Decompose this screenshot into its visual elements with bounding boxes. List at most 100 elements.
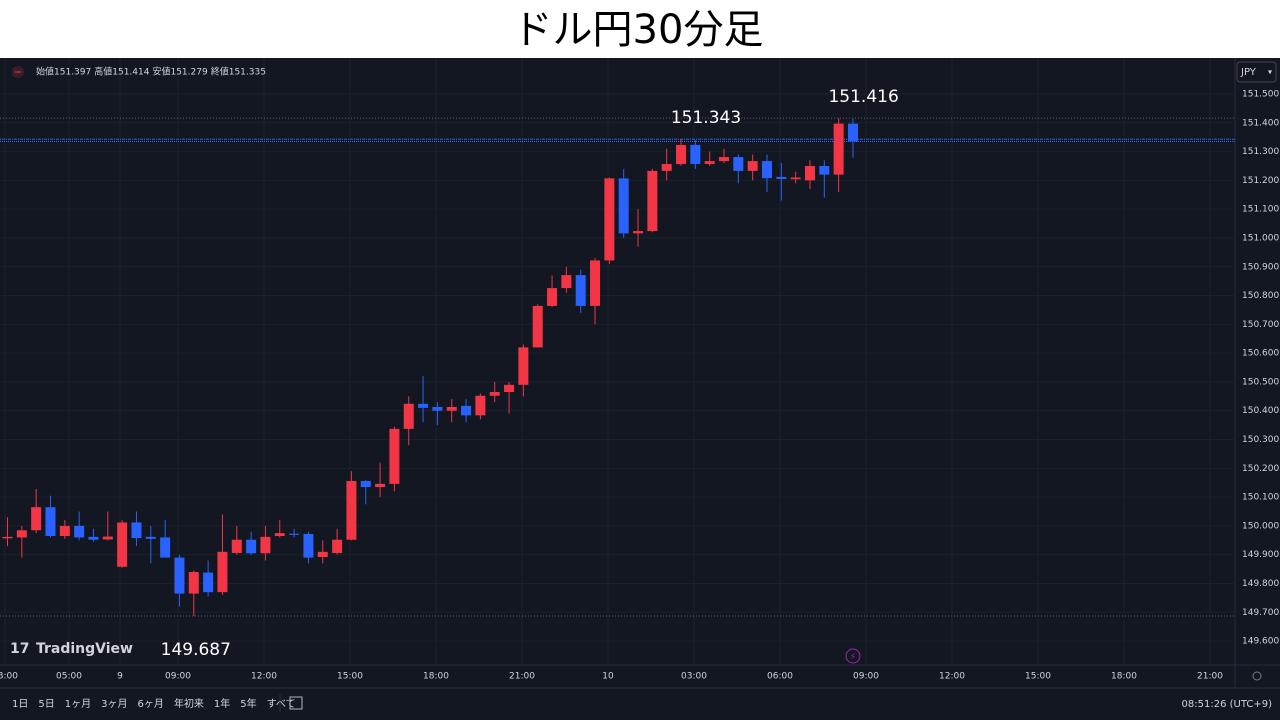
ohlc-value: 151.414 bbox=[112, 68, 149, 78]
candle-body bbox=[547, 288, 558, 306]
y-tick-label: 151.400 bbox=[1242, 118, 1279, 128]
range-button[interactable]: 5年 bbox=[240, 697, 256, 710]
x-tick-label: 05:00 bbox=[56, 672, 82, 682]
x-tick-label: 09:00 bbox=[165, 672, 191, 682]
candle-body bbox=[145, 536, 156, 539]
title-bar bbox=[0, 0, 1280, 58]
candle-body bbox=[16, 530, 27, 538]
candle-body bbox=[804, 165, 815, 181]
y-tick-label: 150.300 bbox=[1242, 435, 1279, 445]
candle-body bbox=[203, 572, 214, 593]
candle-body bbox=[317, 551, 328, 558]
candle-body bbox=[274, 533, 285, 536]
x-tick-label: 9 bbox=[117, 672, 123, 682]
x-tick-label: 10 bbox=[602, 672, 614, 682]
x-tick-label: 18:00 bbox=[423, 672, 449, 682]
event-icon-glyph: ⚡ bbox=[850, 653, 856, 663]
y-tick-label: 149.800 bbox=[1242, 579, 1279, 589]
chart-background bbox=[0, 58, 1280, 720]
candle-body bbox=[346, 480, 357, 540]
candle-body bbox=[375, 483, 386, 488]
candle-body bbox=[690, 144, 701, 164]
candle-body bbox=[532, 305, 543, 348]
candle-body bbox=[131, 522, 142, 539]
candle-body bbox=[704, 161, 715, 164]
annotation: 151.416 bbox=[828, 87, 898, 107]
x-tick-label: 09:00 bbox=[853, 672, 879, 682]
currency-box[interactable] bbox=[1236, 61, 1277, 83]
clock: 08:51:26 (UTC+9) bbox=[1182, 699, 1273, 710]
candle-body bbox=[360, 480, 371, 488]
x-tick-label: 15:00 bbox=[1025, 672, 1051, 682]
candle-body bbox=[102, 536, 113, 540]
currency[interactable]: JPY bbox=[1240, 67, 1257, 78]
candle-body bbox=[389, 428, 400, 484]
ohlc-label: 終値 bbox=[211, 66, 229, 78]
date-range-icon[interactable] bbox=[289, 696, 303, 710]
candle-body bbox=[676, 144, 687, 164]
y-tick-label: 151.000 bbox=[1242, 233, 1279, 243]
candle-body bbox=[432, 406, 443, 411]
brand-logo: 17 bbox=[10, 641, 29, 657]
y-tick-label: 151.100 bbox=[1242, 205, 1279, 215]
currency-caret: ▾ bbox=[1268, 68, 1272, 77]
candle-body bbox=[303, 533, 314, 558]
candle-body bbox=[733, 157, 744, 171]
y-tick-label: 150.900 bbox=[1242, 262, 1279, 272]
candle-body bbox=[188, 571, 199, 594]
y-tick-label: 150.600 bbox=[1242, 349, 1279, 359]
candle-body bbox=[332, 539, 343, 553]
y-tick-label: 150.700 bbox=[1242, 320, 1279, 330]
candle-body bbox=[719, 157, 729, 162]
settings-icon[interactable] bbox=[1252, 671, 1262, 681]
candle-body bbox=[504, 384, 515, 393]
candle-body bbox=[160, 537, 171, 558]
range-button[interactable]: 6ヶ月 bbox=[138, 698, 164, 710]
range-button[interactable]: 3ヶ月 bbox=[101, 698, 127, 710]
x-tick-label: 18:00 bbox=[1111, 672, 1137, 682]
range-button[interactable]: 1日 bbox=[12, 699, 28, 710]
candle-body bbox=[217, 551, 228, 593]
candle-body bbox=[117, 522, 128, 567]
range-button[interactable]: 年初来 bbox=[174, 697, 204, 710]
y-tick-label: 149.600 bbox=[1242, 637, 1279, 647]
candle-body bbox=[604, 178, 615, 261]
candle-body bbox=[246, 539, 257, 554]
candle-body bbox=[418, 403, 429, 408]
y-tick-label: 150.500 bbox=[1242, 377, 1279, 387]
candle-body bbox=[31, 507, 42, 531]
candle-body bbox=[88, 536, 99, 540]
x-tick-label: 12:00 bbox=[939, 672, 965, 682]
ohlc-value: 151.397 bbox=[54, 68, 91, 78]
event-icon[interactable] bbox=[845, 648, 861, 664]
y-tick-label: 150.200 bbox=[1242, 464, 1279, 474]
candle-body bbox=[590, 260, 601, 306]
y-tick-label: 150.800 bbox=[1242, 291, 1279, 301]
candle-body bbox=[2, 536, 13, 539]
y-tick-label: 149.700 bbox=[1242, 608, 1279, 618]
candle-body bbox=[231, 539, 242, 553]
candle-body bbox=[561, 275, 572, 289]
candle-body bbox=[446, 406, 457, 411]
candle-body bbox=[761, 161, 772, 179]
candle-body bbox=[461, 405, 472, 416]
x-tick-label: 03:00 bbox=[681, 672, 707, 682]
y-tick-label: 150.400 bbox=[1242, 406, 1279, 416]
y-tick-label: 149.900 bbox=[1242, 550, 1279, 560]
range-button[interactable]: 1ヶ月 bbox=[65, 698, 91, 710]
candle-body bbox=[45, 507, 56, 536]
x-tick-label: 03:00 bbox=[0, 672, 18, 682]
y-tick-label: 151.500 bbox=[1242, 89, 1279, 99]
y-tick-label: 150.100 bbox=[1242, 493, 1279, 503]
brand: TradingView bbox=[36, 641, 133, 657]
candle-body bbox=[489, 392, 500, 396]
candle-body bbox=[847, 123, 858, 142]
range-button[interactable]: すべて bbox=[267, 698, 296, 710]
range-button[interactable]: 5日 bbox=[38, 699, 54, 710]
candle-body bbox=[475, 395, 486, 416]
range-button[interactable]: 1年 bbox=[214, 697, 230, 710]
labels: 151.500 151.400 151.300 151.200 151.100 151.0… bbox=[0, 66, 1279, 711]
candle-body bbox=[289, 533, 300, 535]
